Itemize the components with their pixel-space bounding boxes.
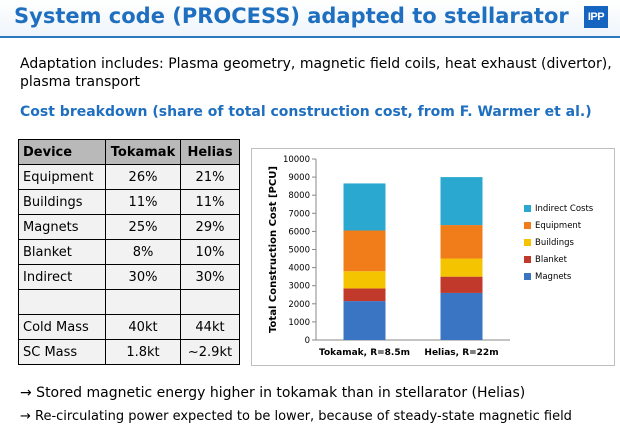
row-label: Equipment bbox=[18, 164, 106, 190]
table-row: Blanket 8% 10% bbox=[18, 239, 240, 265]
legend-swatch bbox=[524, 205, 531, 212]
bar-segment-buildings bbox=[440, 258, 483, 277]
bar-segment-indirect-costs bbox=[343, 183, 386, 231]
bullet-item: → Stored magnetic energy higher in tokam… bbox=[20, 385, 526, 401]
legend-swatch bbox=[524, 239, 531, 246]
y-tick-label: 6000 bbox=[288, 227, 310, 237]
row-label: Cold Mass bbox=[18, 314, 106, 340]
header-tokamak: Tokamak bbox=[105, 139, 181, 165]
intro-text: Adaptation includes: Plasma geometry, ma… bbox=[20, 56, 612, 90]
bar-segment-buildings bbox=[343, 271, 386, 289]
cost-breakdown-heading: Cost breakdown (share of total construct… bbox=[20, 104, 592, 120]
legend-label: Blanket bbox=[535, 255, 568, 265]
helias-value: 10% bbox=[180, 239, 240, 265]
table-row: Buildings 11% 11% bbox=[18, 189, 240, 215]
tokamak-value: 40kt bbox=[105, 314, 181, 340]
legend-swatch bbox=[524, 222, 531, 229]
title-bar: System code (PROCESS) adapted to stellar… bbox=[0, 0, 620, 38]
bar-segment-indirect-costs bbox=[440, 177, 483, 226]
tokamak-value: 25% bbox=[105, 214, 181, 240]
y-tick-label: 8000 bbox=[288, 191, 310, 201]
y-tick-label: 4000 bbox=[288, 264, 310, 274]
header-helias: Helias bbox=[180, 139, 240, 165]
row-label: SC Mass bbox=[18, 339, 106, 365]
helias-value: 21% bbox=[180, 164, 240, 190]
y-tick-label: 5000 bbox=[288, 246, 310, 256]
legend-swatch bbox=[524, 273, 531, 280]
table-row: Equipment 26% 21% bbox=[18, 164, 240, 190]
bar-segment-magnets bbox=[440, 292, 483, 340]
helias-value: 30% bbox=[180, 264, 240, 290]
legend-label: Magnets bbox=[535, 272, 572, 282]
table-row: Indirect 30% 30% bbox=[18, 264, 240, 290]
tokamak-value: 1.8kt bbox=[105, 339, 181, 365]
helias-value: 29% bbox=[180, 214, 240, 240]
row-label: Buildings bbox=[18, 189, 106, 215]
row-label: Blanket bbox=[18, 239, 106, 265]
x-tick-label: Tokamak, R=8.5m bbox=[319, 348, 410, 358]
y-tick-label: 1000 bbox=[288, 318, 310, 328]
legend-label: Equipment bbox=[535, 221, 582, 231]
row-label bbox=[18, 289, 106, 315]
stacked-bar-chart: 0 1000 2000 3000 4000 5000 6000 7000 8000 9000 100… bbox=[268, 155, 594, 358]
tokamak-value: 26% bbox=[105, 164, 181, 190]
y-tick-label: 2000 bbox=[288, 300, 310, 310]
x-tick-label: Helias, R=22m bbox=[424, 348, 498, 358]
row-label: Magnets bbox=[18, 214, 106, 240]
y-axis-label: Total Construction Cost [PCU] bbox=[268, 166, 279, 333]
table-row: Cold Mass 40kt 44kt bbox=[18, 314, 240, 340]
tokamak-value: 30% bbox=[105, 264, 181, 290]
page-title: System code (PROCESS) adapted to stellar… bbox=[14, 4, 569, 28]
cost-table: Device Tokamak Helias Equipment 26% 21% … bbox=[18, 139, 240, 365]
table-row: SC Mass 1.8kt ~2.9kt bbox=[18, 339, 240, 365]
y-tick-label: 7000 bbox=[288, 209, 310, 219]
cost-chart: 0 1000 2000 3000 4000 5000 6000 7000 8000 9000 100… bbox=[251, 148, 615, 366]
tokamak-value: 11% bbox=[105, 189, 181, 215]
legend-label: Indirect Costs bbox=[535, 204, 594, 214]
row-label: Indirect bbox=[18, 264, 106, 290]
table-header-row: Device Tokamak Helias bbox=[18, 139, 240, 165]
tokamak-value: 8% bbox=[105, 239, 181, 265]
helias-value: ~2.9kt bbox=[180, 339, 240, 365]
helias-value bbox=[180, 289, 240, 315]
legend-label: Buildings bbox=[535, 238, 574, 248]
legend-swatch bbox=[524, 256, 531, 263]
table-row-empty bbox=[18, 289, 240, 315]
helias-value: 44kt bbox=[180, 314, 240, 340]
helias-value: 11% bbox=[180, 189, 240, 215]
bar-segment-blanket bbox=[440, 276, 483, 293]
bullet-item: → Re-circulating power expected to be lo… bbox=[20, 409, 572, 424]
y-tick-label: 3000 bbox=[288, 282, 310, 292]
bar-segment-equipment bbox=[343, 230, 386, 272]
table-row: Magnets 25% 29% bbox=[18, 214, 240, 240]
bar-segment-magnets bbox=[343, 301, 386, 340]
y-tick-label: 10000 bbox=[283, 155, 310, 165]
y-tick-label: 9000 bbox=[288, 173, 310, 183]
y-tick-label: 0 bbox=[305, 336, 310, 346]
bullet-list: → Stored magnetic energy higher in tokam… bbox=[20, 381, 572, 429]
bar-segment-blanket bbox=[343, 288, 386, 302]
tokamak-value bbox=[105, 289, 181, 315]
header-device: Device bbox=[18, 139, 106, 165]
ipp-logo: IPP bbox=[584, 6, 608, 28]
bar-segment-equipment bbox=[440, 225, 483, 259]
